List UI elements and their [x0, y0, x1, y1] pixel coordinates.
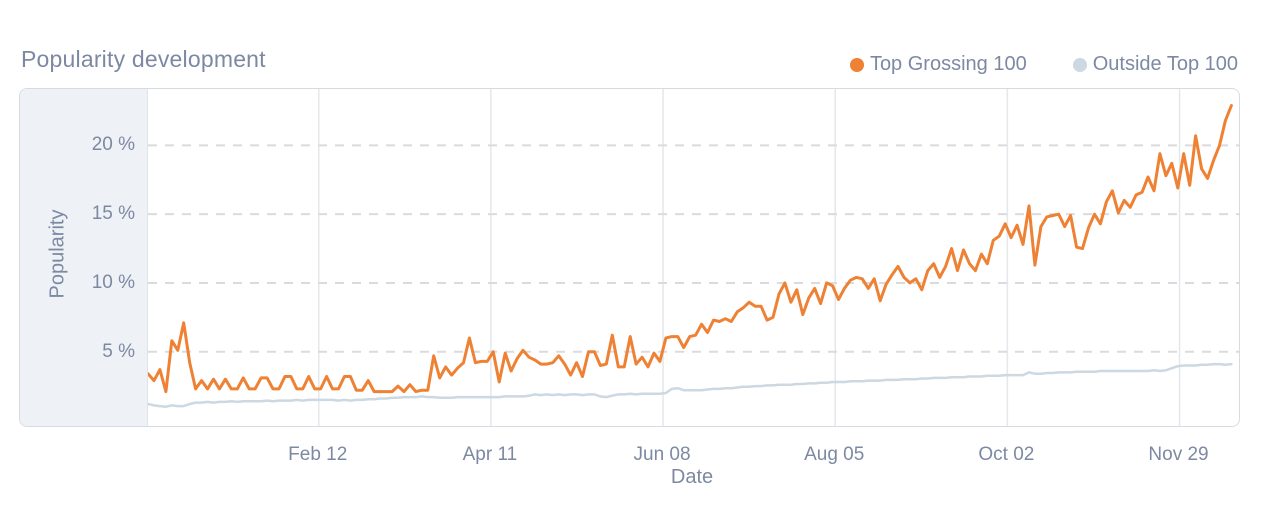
legend-dot-icon: [849, 57, 864, 72]
y-tick-label: 20 %: [91, 134, 135, 156]
y-axis-panel: Popularity 5 % 10 % 15 % 20 %: [20, 89, 148, 426]
chart-container: Popularity 5 % 10 % 15 % 20 %: [19, 88, 1240, 427]
series-line-outside-top-100[interactable]: [148, 362, 1233, 408]
y-tick-label: 10 %: [91, 271, 135, 293]
legend-item-outside-top-100[interactable]: Outside Top 100: [1072, 53, 1238, 76]
page-title: Popularity development: [21, 46, 266, 72]
legend: Top Grossing 100 Outside Top 100: [849, 53, 1238, 76]
series-line-top-grossing-100[interactable]: [148, 104, 1233, 394]
legend-label: Outside Top 100: [1092, 53, 1238, 75]
y-tick-label: 5 %: [102, 340, 135, 362]
y-tick-label: 15 %: [91, 203, 135, 225]
x-axis-title: Date: [670, 466, 714, 488]
x-tick-label: Feb 12: [288, 444, 348, 465]
x-tick-label: Aug 05: [804, 444, 865, 465]
x-tick-label: Nov 29: [1148, 444, 1209, 465]
x-tick-label: Apr 11: [462, 444, 518, 465]
chart-svg: [148, 89, 1239, 426]
x-tick-label: Jun 08: [633, 444, 691, 465]
plot-area[interactable]: [148, 89, 1239, 426]
x-tick-label: Oct 02: [978, 444, 1035, 465]
legend-label: Top Grossing 100: [869, 53, 1027, 75]
legend-dot-icon: [1072, 57, 1087, 72]
legend-item-top-grossing-100[interactable]: Top Grossing 100: [849, 53, 1027, 76]
